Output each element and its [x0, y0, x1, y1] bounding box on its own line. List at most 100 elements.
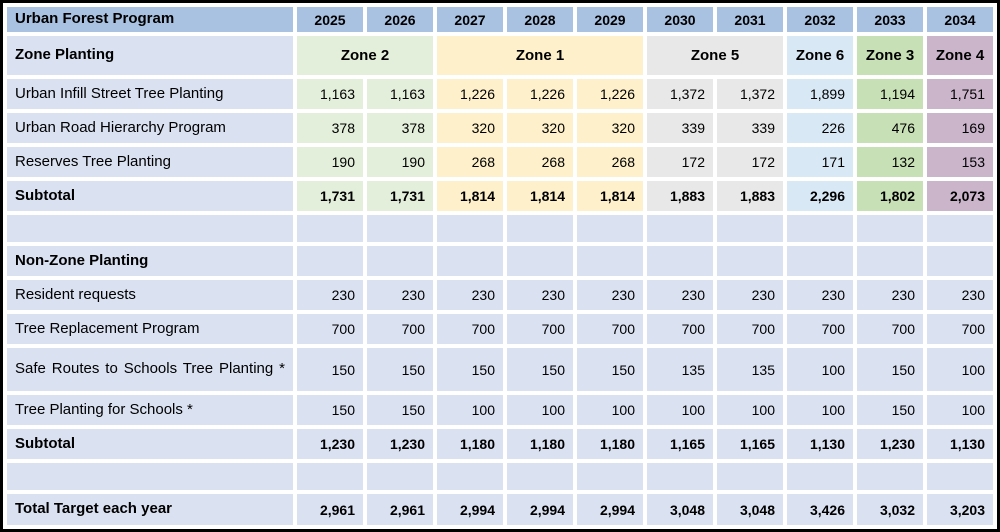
table-row: Resident requests 230 230 230 230 230 230 230 23…	[7, 280, 993, 310]
value-cell: 700	[857, 314, 923, 344]
value-cell: 150	[437, 348, 503, 391]
value-cell: 226	[787, 113, 853, 143]
value-cell: 1,226	[437, 79, 503, 109]
value-cell: 150	[507, 348, 573, 391]
row-label: Subtotal	[7, 429, 293, 459]
value-cell: 1,230	[367, 429, 433, 459]
year-header: 2034	[927, 7, 993, 32]
spacer-cell	[367, 215, 433, 242]
year-header: 2025	[297, 7, 363, 32]
value-cell: 1,163	[367, 79, 433, 109]
spacer-cell	[297, 463, 363, 490]
table-row: Urban Road Hierarchy Program 378 378 320 320…	[7, 113, 993, 143]
table-row: Tree Planting for Schools * 150 150 100 100 1…	[7, 395, 993, 425]
value-cell: 2,073	[927, 181, 993, 211]
empty-cell	[857, 246, 923, 276]
empty-cell	[717, 246, 783, 276]
program-table-body: Urban Forest Program 2025 2026 2027 2028 2029…	[7, 7, 993, 525]
value-cell: 1,372	[717, 79, 783, 109]
value-cell: 268	[437, 147, 503, 177]
table-row: Tree Replacement Program 700 700 700 700 700 7…	[7, 314, 993, 344]
value-cell: 2,994	[437, 494, 503, 525]
spacer-cell	[7, 215, 293, 242]
value-cell: 135	[647, 348, 713, 391]
value-cell: 2,994	[577, 494, 643, 525]
row-label-zone-planting: Zone Planting	[7, 36, 293, 75]
table-row: Total Target each year 2,961 2,961 2,994 2,9…	[7, 494, 993, 525]
zone-header: Zone 4	[927, 36, 993, 75]
value-cell: 700	[367, 314, 433, 344]
value-cell: 190	[297, 147, 363, 177]
empty-cell	[437, 246, 503, 276]
page-title: Urban Forest Program	[7, 7, 293, 32]
value-cell: 230	[367, 280, 433, 310]
value-cell: 100	[507, 395, 573, 425]
value-cell: 1,751	[927, 79, 993, 109]
value-cell: 378	[367, 113, 433, 143]
zone-header: Zone 3	[857, 36, 923, 75]
row-label: Reserves Tree Planting	[7, 147, 293, 177]
value-cell: 2,961	[297, 494, 363, 525]
value-cell: 169	[927, 113, 993, 143]
value-cell: 150	[367, 395, 433, 425]
table-row: Reserves Tree Planting 190 190 268 268 268 172…	[7, 147, 993, 177]
year-header: 2033	[857, 7, 923, 32]
value-cell: 230	[577, 280, 643, 310]
empty-cell	[367, 246, 433, 276]
value-cell: 339	[647, 113, 713, 143]
value-cell: 1,194	[857, 79, 923, 109]
value-cell: 150	[577, 348, 643, 391]
value-cell: 1,802	[857, 181, 923, 211]
value-cell: 268	[507, 147, 573, 177]
spacer-cell	[7, 463, 293, 490]
zone-header: Zone 5	[647, 36, 783, 75]
value-cell: 230	[437, 280, 503, 310]
empty-cell	[297, 246, 363, 276]
zone-header: Zone 2	[297, 36, 433, 75]
spacer-cell	[437, 463, 503, 490]
empty-cell	[647, 246, 713, 276]
year-header: 2031	[717, 7, 783, 32]
value-cell: 100	[437, 395, 503, 425]
year-header: 2030	[647, 7, 713, 32]
year-header: 2032	[787, 7, 853, 32]
value-cell: 320	[577, 113, 643, 143]
value-cell: 700	[297, 314, 363, 344]
section-header-non-zone: Non-Zone Planting	[7, 246, 293, 276]
value-cell: 230	[717, 280, 783, 310]
year-header: 2029	[577, 7, 643, 32]
value-cell: 700	[717, 314, 783, 344]
value-cell: 3,032	[857, 494, 923, 525]
spacer-cell	[857, 215, 923, 242]
row-label: Total Target each year	[7, 494, 293, 525]
value-cell: 230	[647, 280, 713, 310]
value-cell: 1,163	[297, 79, 363, 109]
value-cell: 100	[647, 395, 713, 425]
value-cell: 1,814	[507, 181, 573, 211]
value-cell: 700	[507, 314, 573, 344]
value-cell: 700	[577, 314, 643, 344]
row-label: Subtotal	[7, 181, 293, 211]
spacer-cell	[927, 463, 993, 490]
value-cell: 150	[297, 348, 363, 391]
value-cell: 100	[927, 348, 993, 391]
program-table: Urban Forest Program 2025 2026 2027 2028 2029…	[3, 3, 997, 529]
value-cell: 1,883	[717, 181, 783, 211]
zone-planting-row: Zone Planting Zone 2 Zone 1 Zone 5 Zone 6 Zon…	[7, 36, 993, 75]
value-cell: 100	[717, 395, 783, 425]
value-cell: 320	[507, 113, 573, 143]
value-cell: 230	[927, 280, 993, 310]
value-cell: 700	[437, 314, 503, 344]
spacer-cell	[507, 215, 573, 242]
spacer-cell	[787, 463, 853, 490]
zone-header: Zone 6	[787, 36, 853, 75]
value-cell: 1,230	[297, 429, 363, 459]
value-cell: 2,961	[367, 494, 433, 525]
row-label: Tree Planting for Schools *	[7, 395, 293, 425]
row-label: Safe Routes to Schools Tree Planting *	[7, 348, 293, 391]
section-header-row: Non-Zone Planting	[7, 246, 993, 276]
row-label: Urban Road Hierarchy Program	[7, 113, 293, 143]
spacer-cell	[927, 215, 993, 242]
value-cell: 476	[857, 113, 923, 143]
